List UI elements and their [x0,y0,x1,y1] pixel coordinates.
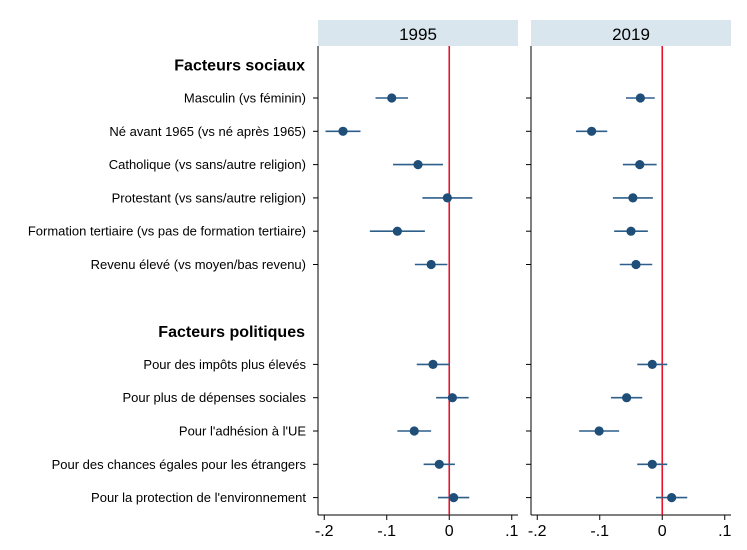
panel-1995-x-ticks: -.2 -.1 0 .1 [315,515,519,540]
point-estimate [647,459,657,469]
point-estimate [622,393,632,403]
row-label: Pour la protection de l'environnement [91,490,306,505]
x-tick-label: -.2 [528,523,547,540]
panel-1995-title: 1995 [399,25,437,44]
row-label: Pour plus de dépenses sociales [122,390,306,405]
panel-2019-strip [531,20,731,46]
point-estimate [628,193,638,203]
panel-1995: 1995 -.2 -.1 0 .1 [313,20,519,540]
point-estimate [413,160,423,170]
point-estimate [392,226,402,236]
panel-1995-strip [318,20,518,46]
panel-2019-title: 2019 [612,25,650,44]
row-label: Pour l'adhésion à l'UE [179,424,306,439]
row-label: Pour des impôts plus élevés [143,357,306,372]
row-label: Né avant 1965 (vs né après 1965) [109,124,306,139]
point-estimate [338,126,348,136]
panel-1995-marks [313,93,473,503]
x-tick-label: .1 [505,523,518,540]
point-estimate [426,259,436,270]
panel-2019: 2019 -.2 -.1 0 .1 [526,20,732,540]
row-label: Formation tertiaire (vs pas de formation… [28,224,306,239]
point-estimate [667,493,677,503]
group-label: Facteurs sociaux [174,58,305,75]
point-estimate [434,459,444,469]
x-tick-label: .1 [718,523,731,540]
row-label: Pour des chances égales pour les étrange… [52,457,307,472]
row-labels: Facteurs sociaux Masculin (vs féminin) Né … [28,58,307,505]
panel-2019-x-ticks: -.2 -.1 0 .1 [528,515,732,540]
point-estimate [428,359,438,369]
point-estimate [635,160,645,170]
point-estimate [631,259,641,270]
x-tick-label: -.1 [377,523,396,540]
point-estimate [387,93,397,103]
point-estimate [449,493,459,503]
panel-2019-marks [526,93,688,503]
point-estimate [587,126,597,136]
x-tick-label: -.1 [590,523,609,540]
point-estimate [409,426,419,436]
point-estimate [447,393,457,403]
point-estimate [626,226,636,236]
row-label: Masculin (vs féminin) [184,91,306,106]
group-label: Facteurs politiques [158,324,305,341]
x-tick-label: 0 [445,523,454,540]
point-estimate [442,193,452,203]
row-label: Revenu élevé (vs moyen/bas revenu) [91,257,306,272]
row-label: Catholique (vs sans/autre religion) [109,157,306,172]
x-tick-label: 0 [658,523,667,540]
point-estimate [647,359,657,369]
row-label: Protestant (vs sans/autre religion) [112,190,306,205]
point-estimate [594,426,604,436]
point-estimate [635,93,645,103]
x-tick-label: -.2 [315,523,334,540]
